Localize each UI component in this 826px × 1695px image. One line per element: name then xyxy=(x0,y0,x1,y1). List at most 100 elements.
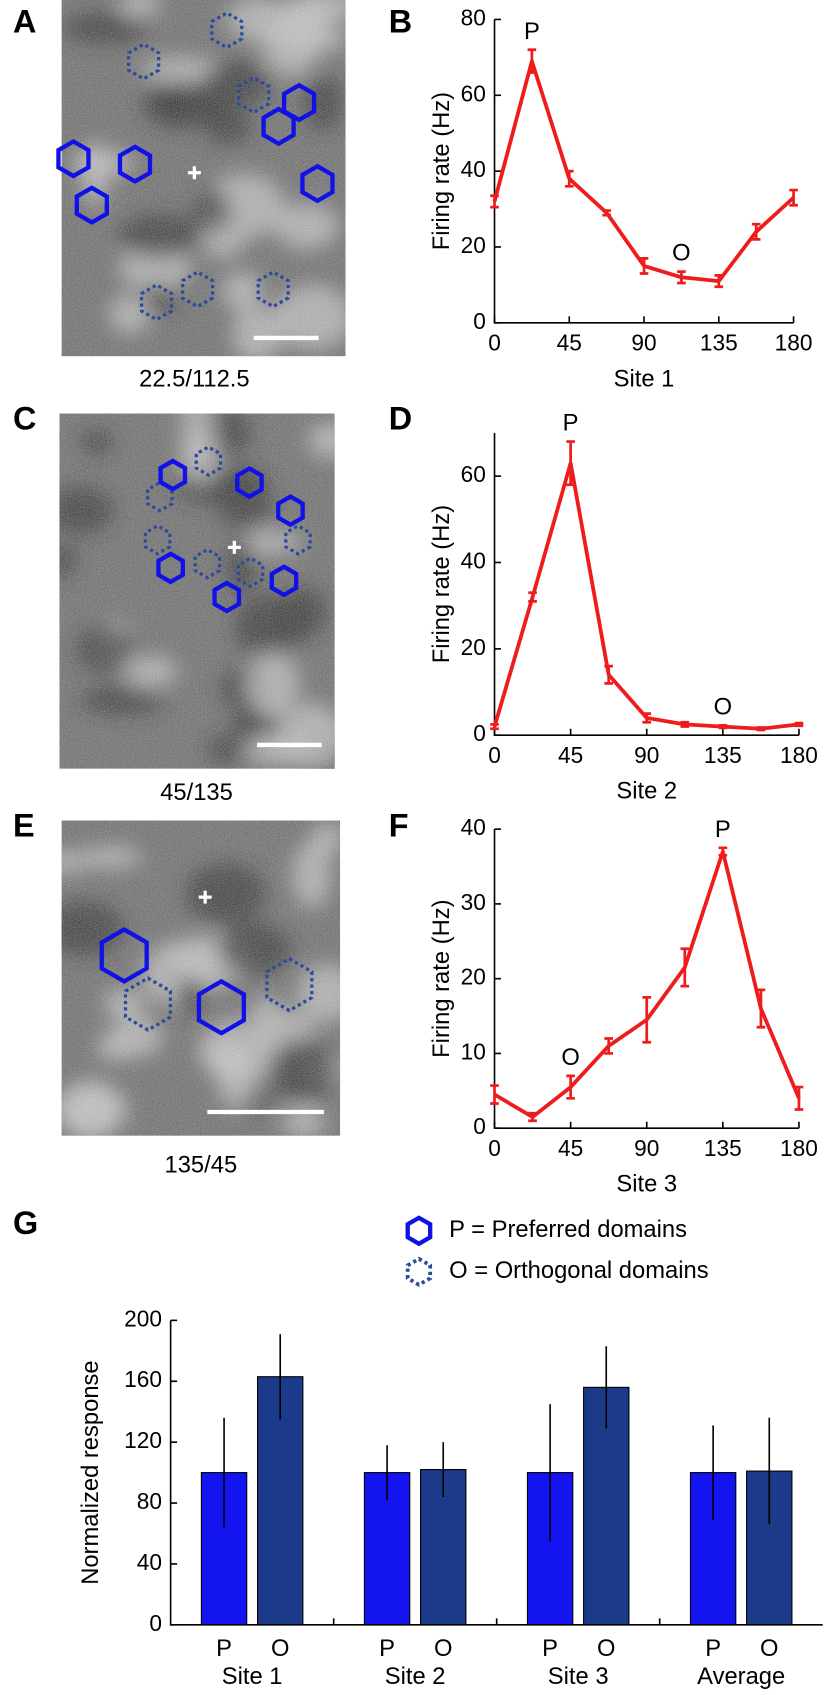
error-bar xyxy=(639,256,649,275)
axes xyxy=(169,1320,823,1626)
line xyxy=(492,59,795,283)
annotation: O xyxy=(561,1044,579,1071)
y-tick-label: 60 xyxy=(461,80,486,106)
x-tick-label: Site 2 xyxy=(385,1663,446,1690)
preferred-domain xyxy=(158,458,188,492)
panel-letter: F xyxy=(389,808,409,844)
bar-label: O xyxy=(271,1635,289,1662)
x-tick-label: 180 xyxy=(780,742,818,768)
orthogonal-domain xyxy=(146,480,174,513)
error-bar xyxy=(527,48,537,74)
orthogonal-domain xyxy=(210,11,244,50)
error-bar xyxy=(642,996,652,1044)
preferred-domain xyxy=(281,82,317,123)
x-tick-label: Average xyxy=(697,1663,785,1690)
annotation: O xyxy=(714,693,732,720)
image-grain xyxy=(61,0,346,357)
panel-letter: G xyxy=(13,1205,38,1241)
x-tick-label: 180 xyxy=(775,329,813,355)
axes xyxy=(493,432,799,737)
y-tick-label: 20 xyxy=(461,634,486,660)
y-axis-label: Firing rate (Hz) xyxy=(428,92,455,250)
orthogonal-domain xyxy=(127,42,161,81)
preferred-domain xyxy=(156,551,185,585)
bar-label: O xyxy=(760,1635,778,1662)
annotation: P xyxy=(563,410,579,437)
center-cross xyxy=(187,166,201,180)
x-tick-label: 90 xyxy=(631,329,656,355)
error-bar xyxy=(566,440,575,487)
line xyxy=(492,461,800,731)
panel-letter: B xyxy=(389,3,412,39)
x-axis-label: Site 3 xyxy=(616,1171,677,1198)
y-tick-label: 40 xyxy=(461,156,486,182)
error-bar xyxy=(794,1085,804,1111)
y-tick-label: 40 xyxy=(461,547,486,573)
error-bar xyxy=(490,723,499,731)
orthogonal-domain xyxy=(139,283,174,322)
y-tick-label: 40 xyxy=(461,814,486,840)
bar-label: P xyxy=(379,1635,395,1662)
x-tick-label: 90 xyxy=(634,742,659,768)
orthogonal-domain xyxy=(194,445,223,477)
x-tick-label: 180 xyxy=(780,1135,818,1161)
y-tick-label: 160 xyxy=(124,1366,162,1392)
x-tick-label: 135 xyxy=(704,742,742,768)
legend-label: P = Preferred domains xyxy=(449,1216,687,1243)
legend-symbol xyxy=(405,1215,433,1247)
orthogonal-domain xyxy=(237,75,271,115)
x-tick-label: 0 xyxy=(488,742,501,768)
error-bar xyxy=(789,188,798,207)
line xyxy=(493,849,801,1119)
error-bar xyxy=(680,947,690,988)
x-tick-label: 45 xyxy=(558,1135,583,1161)
panel-letter: D xyxy=(389,401,412,437)
x-tick-label: 0 xyxy=(488,329,501,355)
error-bar xyxy=(604,664,613,685)
orthogonal-domain xyxy=(143,523,172,556)
x-tick-label: 0 xyxy=(488,1135,501,1161)
image-caption: 45/135 xyxy=(160,779,233,806)
error-bar xyxy=(714,274,724,289)
y-tick-label: 80 xyxy=(137,1488,162,1514)
error-bar xyxy=(751,222,761,241)
y-tick-label: 60 xyxy=(461,461,486,487)
y-tick-label: 30 xyxy=(461,889,486,915)
x-axis-label: Site 2 xyxy=(616,778,677,805)
error-bar xyxy=(564,169,574,188)
legend-label: O = Orthogonal domains xyxy=(449,1257,709,1284)
error-bar xyxy=(602,209,611,217)
y-tick-label: 0 xyxy=(473,1113,486,1139)
error-bar xyxy=(756,726,766,732)
panel-letter: A xyxy=(13,3,36,39)
orthogonal-domain xyxy=(284,523,312,556)
y-tick-label: 0 xyxy=(149,1610,162,1636)
error-bar xyxy=(490,1084,499,1105)
center-cross xyxy=(227,540,241,554)
error-bar xyxy=(680,720,690,728)
preferred-domain xyxy=(300,163,335,204)
y-tick-label: 120 xyxy=(124,1427,162,1453)
bar-label: P xyxy=(705,1635,721,1662)
y-axis-label: Normalized response xyxy=(77,1360,104,1584)
micrograph xyxy=(61,820,341,1136)
preferred-domain xyxy=(99,927,149,984)
y-tick-label: 0 xyxy=(473,308,486,334)
panel-letter: E xyxy=(13,808,35,844)
error-bar xyxy=(677,270,686,285)
preferred-domain xyxy=(117,144,153,184)
annotation: O xyxy=(672,240,690,267)
orthogonal-domain xyxy=(265,956,314,1013)
bar-label: O xyxy=(597,1635,615,1662)
x-tick-label: 135 xyxy=(704,1135,742,1161)
bar-label: P xyxy=(542,1635,558,1662)
orthogonal-domain xyxy=(256,270,290,309)
error-bar xyxy=(642,712,652,724)
x-tick-label: Site 1 xyxy=(222,1663,283,1690)
legend-symbol xyxy=(405,1256,433,1287)
error-bar xyxy=(490,194,499,209)
panel-letter: C xyxy=(13,401,36,437)
error-bar xyxy=(718,846,728,857)
preferred-domain xyxy=(269,564,299,598)
